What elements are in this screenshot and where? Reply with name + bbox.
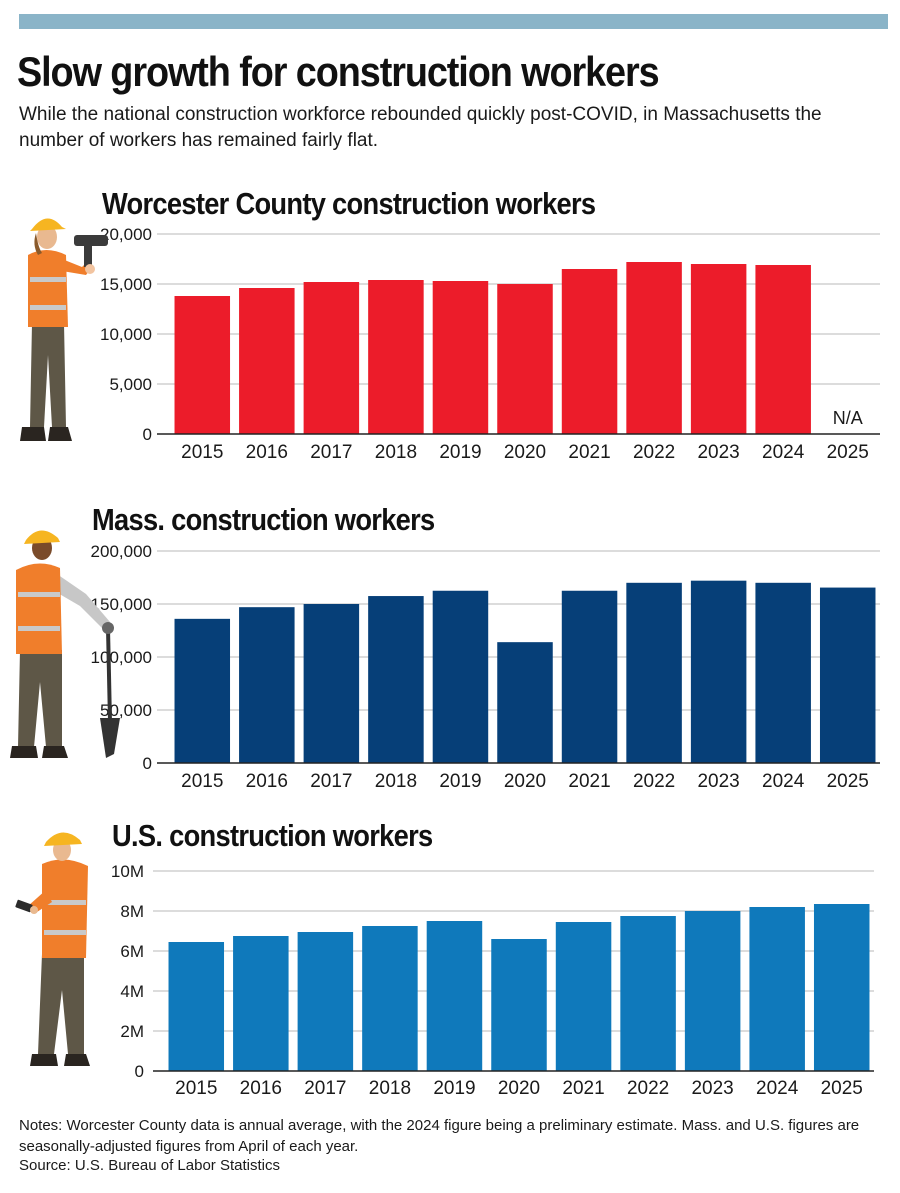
bar [561, 269, 618, 434]
bar [755, 265, 811, 434]
bar [432, 281, 489, 434]
x-tick-label: 2021 [568, 771, 610, 792]
y-tick-label: 5,000 [109, 375, 152, 394]
bar [239, 288, 295, 434]
bar [239, 607, 295, 763]
x-tick-label: 2021 [562, 1078, 604, 1099]
bar [432, 590, 489, 763]
y-tick-label: 0 [135, 1062, 144, 1081]
x-tick-label: 2025 [827, 771, 869, 792]
bar [555, 922, 612, 1071]
x-tick-label: 2015 [181, 442, 223, 463]
x-tick-label: 2024 [756, 1078, 799, 1099]
dek: While the national construction workforc… [19, 104, 822, 151]
chart-title-us: U.S. construction workers [112, 818, 433, 853]
x-tick-label: 2023 [697, 771, 739, 792]
bar [297, 932, 354, 1071]
bar [168, 942, 225, 1071]
x-tick-label: 2019 [433, 1078, 475, 1099]
x-tick-label: 2025 [827, 442, 869, 463]
x-tick-label: 2015 [175, 1078, 217, 1099]
x-tick-label: 2020 [504, 771, 546, 792]
y-tick-label: 10,000 [100, 325, 152, 344]
top-accent-bar [19, 14, 888, 29]
bar [368, 280, 424, 434]
x-tick-label: 2024 [762, 442, 805, 463]
x-tick-label: 2016 [246, 771, 288, 792]
bar [497, 642, 553, 763]
bar [561, 590, 618, 763]
y-tick-label: 8M [120, 902, 144, 921]
source-credit: Source: U.S. Bureau of Labor Statistics [19, 1157, 280, 1174]
x-tick-label: 2018 [369, 1078, 411, 1099]
worker-with-shovel-icon [10, 530, 120, 758]
x-tick-label: 2018 [375, 771, 417, 792]
bar [303, 282, 360, 434]
x-tick-label: 2020 [498, 1078, 540, 1099]
headline: Slow growth for construction workers [17, 48, 660, 95]
x-tick-label: 2022 [627, 1078, 669, 1099]
y-tick-label: 100,000 [91, 648, 152, 667]
bar [755, 582, 811, 763]
bar [620, 916, 676, 1071]
bar [303, 604, 360, 763]
missing-value-label: N/A [833, 408, 863, 428]
bar [368, 596, 424, 763]
chart-title-worcester: Worcester County construction workers [102, 186, 596, 221]
chart-notes: Notes: Worcester County data is annual a… [19, 1117, 860, 1155]
bar [497, 284, 553, 434]
bar [491, 939, 547, 1071]
x-tick-label: 2020 [504, 442, 546, 463]
x-tick-label: 2023 [691, 1078, 733, 1099]
x-tick-label: 2015 [181, 771, 223, 792]
bar [174, 296, 231, 434]
y-tick-label: 150,000 [91, 595, 152, 614]
x-tick-label: 2021 [568, 442, 610, 463]
worker-with-drill-icon [20, 218, 108, 441]
y-tick-label: 20,000 [100, 225, 152, 244]
bar [626, 582, 682, 763]
x-tick-label: 2019 [439, 442, 481, 463]
bar [174, 618, 231, 763]
worker-with-phone-icon [15, 832, 90, 1066]
bar [819, 587, 876, 763]
bar [362, 926, 418, 1071]
x-tick-label: 2017 [304, 1078, 346, 1099]
y-tick-label: 50,000 [100, 701, 152, 720]
bar [684, 911, 741, 1071]
bar [233, 936, 289, 1071]
y-tick-label: 200,000 [91, 542, 152, 561]
x-tick-label: 2018 [375, 442, 417, 463]
y-tick-label: 0 [143, 425, 152, 444]
bar [813, 904, 870, 1071]
x-tick-label: 2019 [439, 771, 481, 792]
x-tick-label: 2024 [762, 771, 805, 792]
x-tick-label: 2025 [821, 1078, 863, 1099]
y-tick-label: 6M [120, 942, 144, 961]
x-tick-label: 2022 [633, 442, 675, 463]
x-tick-label: 2023 [697, 442, 739, 463]
bar [690, 580, 747, 763]
bar [690, 264, 747, 434]
bar [626, 262, 682, 434]
y-tick-label: 10M [111, 862, 144, 881]
y-tick-label: 0 [143, 754, 152, 773]
x-tick-label: 2016 [240, 1078, 282, 1099]
x-tick-label: 2017 [310, 771, 352, 792]
bar [426, 921, 483, 1071]
x-tick-label: 2017 [310, 442, 352, 463]
y-tick-label: 15,000 [100, 275, 152, 294]
x-tick-label: 2016 [246, 442, 288, 463]
y-tick-label: 4M [120, 982, 144, 1001]
x-tick-label: 2022 [633, 771, 675, 792]
y-tick-label: 2M [120, 1022, 144, 1041]
chart-title-mass: Mass. construction workers [92, 502, 435, 537]
bar [749, 907, 805, 1071]
